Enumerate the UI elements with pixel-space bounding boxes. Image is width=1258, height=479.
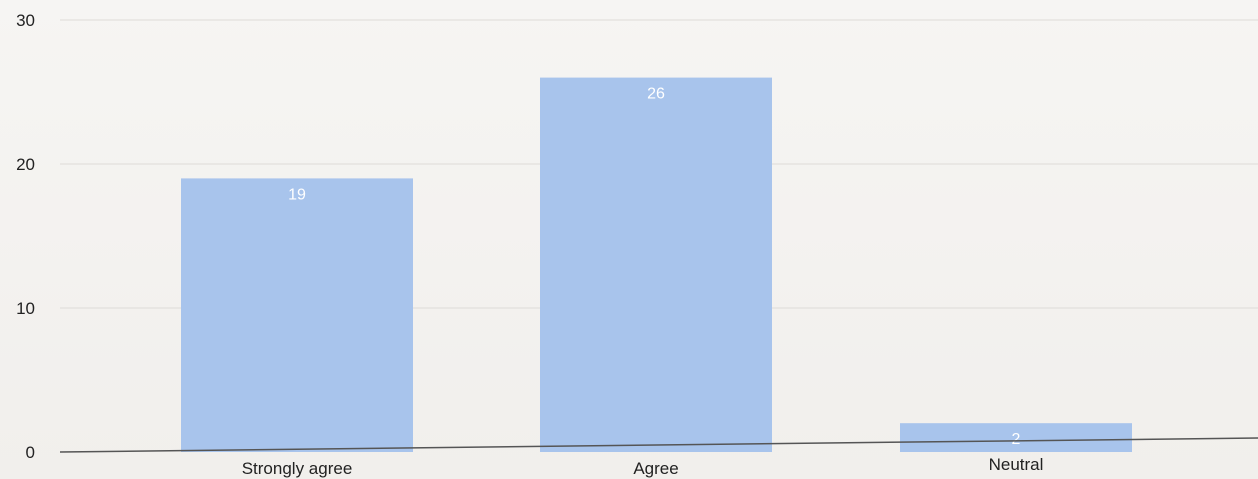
- bar-value-label: 19: [288, 186, 306, 203]
- bar-value-label: 2: [1012, 431, 1021, 448]
- y-tick-label: 30: [16, 11, 35, 30]
- bar-strongly-agree: [181, 178, 413, 452]
- bars: 19 26 2: [181, 77, 1132, 452]
- y-tick-label: 10: [16, 299, 35, 318]
- bar-agree: [540, 77, 772, 452]
- x-tick-label: Agree: [633, 459, 678, 478]
- y-tick-label: 20: [16, 155, 35, 174]
- x-axis-line: [59, 437, 1258, 453]
- x-tick-label: Neutral: [989, 455, 1044, 474]
- bar-neutral: [900, 423, 1132, 452]
- x-tick-label: Strongly agree: [242, 459, 353, 478]
- x-axis-ticks: Strongly agree Agree Neutral: [242, 455, 1044, 478]
- bar-value-label: 26: [647, 86, 665, 103]
- y-axis-ticks: 0 10 20 30: [16, 11, 35, 462]
- y-tick-label: 0: [26, 443, 35, 462]
